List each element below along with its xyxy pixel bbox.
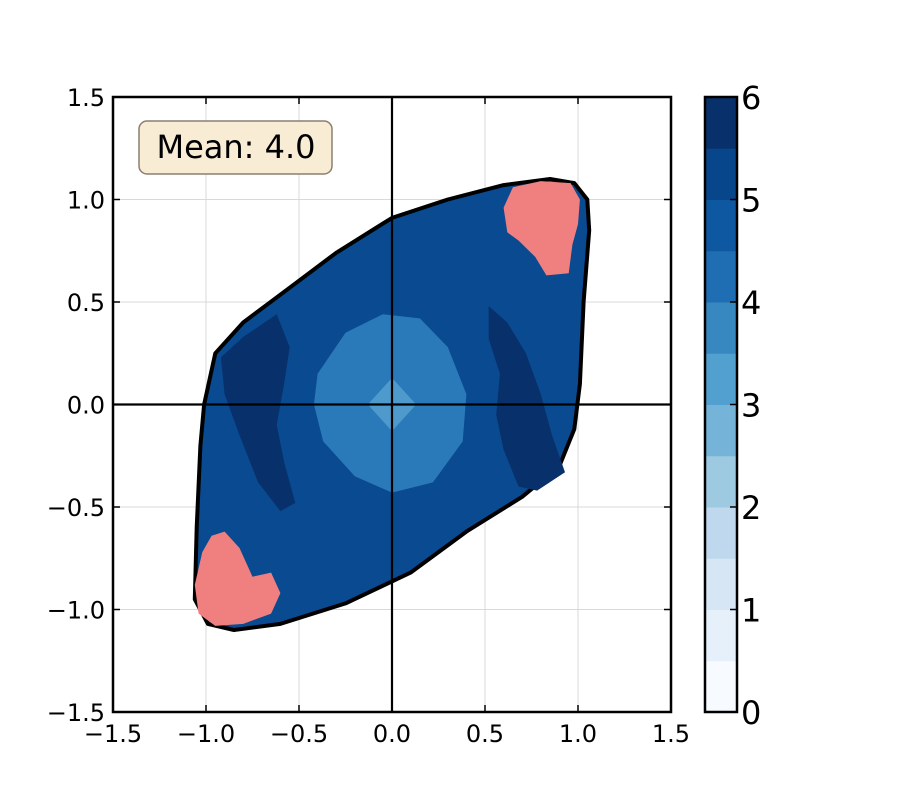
- y-tick-labels: −1.5 −1.0 −0.5 0.0 0.5 1.0 1.5: [47, 84, 105, 727]
- colorbar-labels: 0 1 2 3 4 5 6: [741, 79, 761, 732]
- colorbar-level-11: [705, 97, 737, 149]
- colorbar-tick-label: 3: [741, 387, 761, 425]
- region-high-band-left: [220, 314, 296, 512]
- x-tick-label: −1.5: [84, 720, 142, 748]
- y-tick-label: −1.5: [47, 699, 105, 727]
- annotation-text: Mean: 4.0: [156, 128, 315, 166]
- y-tick-label: −0.5: [47, 494, 105, 522]
- colorbar-tick-label: 0: [741, 694, 761, 732]
- colorbar-level-9: [705, 199, 737, 252]
- region-corner-bottom-left: [194, 531, 281, 626]
- x-tick-label: 0.0: [373, 720, 411, 748]
- reference-lines: [113, 97, 671, 712]
- x-tick-label: −1.0: [177, 720, 235, 748]
- colorbar-tick-label: 6: [741, 79, 761, 117]
- colorbar-level-6: [705, 353, 737, 405]
- colorbar-tick-label: 4: [741, 284, 761, 322]
- x-tick-label: 1.5: [652, 720, 690, 748]
- colorbar-level-3: [705, 507, 737, 559]
- colorbar-tick-label: 2: [741, 489, 761, 527]
- annotation-box: [138, 120, 333, 175]
- colorbar-level-2: [705, 558, 737, 610]
- heatmap-regions: [192, 177, 592, 632]
- axis-ticks: [112, 96, 672, 713]
- y-tick-label: 1.0: [67, 187, 105, 215]
- colorbar-level-8: [705, 250, 737, 303]
- x-tick-label: −0.5: [270, 720, 328, 748]
- x-tick-label: 0.5: [466, 720, 504, 748]
- x-tick-label: 1.0: [559, 720, 597, 748]
- colorbar-level-7: [705, 302, 737, 354]
- colorbar-level-0: [705, 660, 737, 713]
- colorbar-level-1: [705, 609, 737, 662]
- y-tick-label: −1.0: [47, 597, 105, 625]
- y-tick-label: 0.0: [67, 392, 105, 420]
- colorbar-level-10: [705, 148, 737, 200]
- colorbar: [703, 95, 739, 714]
- x-tick-labels: −1.5 −1.0 −0.5 0.0 0.5 1.0 1.5: [84, 720, 690, 748]
- colorbar-tick-label: 1: [741, 592, 761, 630]
- region-corner-top-right: [503, 181, 580, 276]
- colorbar-level-4: [705, 455, 737, 508]
- y-tick-label: 1.5: [67, 84, 105, 112]
- y-tick-label: 0.5: [67, 289, 105, 317]
- colorbar-level-5: [705, 404, 737, 457]
- region-high-band-right: [488, 306, 565, 491]
- colorbar-tick-label: 5: [741, 182, 761, 220]
- mean-annotation: Mean: 4.0: [138, 120, 333, 175]
